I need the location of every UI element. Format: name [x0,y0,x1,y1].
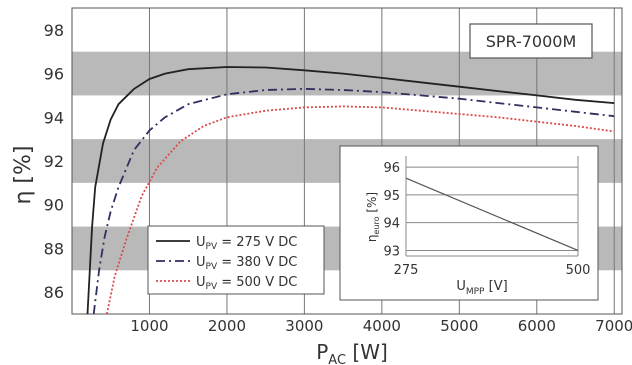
x-axis-label-unit: [W] [346,340,388,364]
legend-label-sub: PV [206,282,218,292]
x-tick-label: 1000 [130,317,168,335]
inset-y-axis-label-main: η [365,234,379,242]
legend-label: UPV = 380 V DC [196,255,297,272]
x-tick-label: 4000 [363,317,401,335]
legend-label-sub: PV [206,262,218,272]
legend-label-main: U [196,275,206,290]
inset-x-axis-label-main: U [456,279,466,294]
inset-x-tick-label: 500 [566,263,591,278]
y-tick-label: 90 [44,196,64,215]
inset-chart: 93 94 95 96 275 500 ηeuro [%] UMPP [V] [339,145,599,301]
legend-label-rest: = 380 V DC [217,255,297,270]
model-badge: SPR-7000M [469,23,593,59]
x-axis-label: PAC [W] [316,340,388,365]
inset-x-axis-label-unit: [V] [484,279,507,294]
y-tick-label: 96 [44,65,64,84]
y-tick-label: 88 [44,239,64,258]
legend-label-sub: PV [206,242,218,252]
y-tick-label: 92 [44,152,64,171]
series-lines [86,66,615,315]
legend-label-main: U [196,235,206,250]
plot-frame [71,7,623,315]
legend-label: UPV = 275 V DC [196,235,297,252]
inset-series-line [405,177,579,251]
x-tick-labels: 1000 2000 3000 4000 5000 6000 7000 [130,317,632,335]
y-axis-label: η [%] [11,145,36,204]
inset-y-axis-label-unit: [%] [365,192,379,217]
legend-label-rest: = 275 V DC [217,235,297,250]
inset-x-axis-label-sub: MPP [466,287,485,297]
y-tick-label: 98 [44,21,64,40]
x-axis-label-main: P [316,340,328,364]
x-tick-label: 6000 [518,317,556,335]
x-tick-label: 5000 [440,317,478,335]
inset-x-tick-labels: 275 500 [394,263,591,278]
x-tick-label: 3000 [285,317,323,335]
inset-y-tick-labels: 93 94 95 96 [383,161,400,259]
inset-y-tick-label: 94 [383,217,400,232]
inset-gridlines [405,156,579,257]
inset-x-axis-label: UMPP [V] [456,279,507,297]
inset-y-tick-label: 93 [383,244,400,259]
x-tick-label: 2000 [208,317,246,335]
series-line-2 [92,87,615,315]
legend-box [147,225,325,295]
x-tick-label: 7000 [595,317,632,335]
x-axis-label-sub: AC [328,353,346,365]
series-line-1 [86,66,615,315]
legend-label: UPV = 500 V DC [196,275,297,292]
y-tick-labels: 86 88 90 92 94 96 98 [44,21,64,302]
model-badge-box [469,23,593,59]
inset-y-axis-label-sub: euro [372,216,381,234]
inset-y-axis-label: ηeuro [%] [365,192,381,242]
inset-x-tick-label: 275 [394,263,419,278]
legend-label-main: U [196,255,206,270]
model-badge-text: SPR-7000M [486,32,577,51]
inset-y-tick-label: 95 [383,189,400,204]
y-tick-label: 94 [44,108,64,127]
y-tick-label: 86 [44,283,64,302]
legend-label-rest: = 500 V DC [217,275,297,290]
inset-y-tick-label: 96 [383,161,400,176]
